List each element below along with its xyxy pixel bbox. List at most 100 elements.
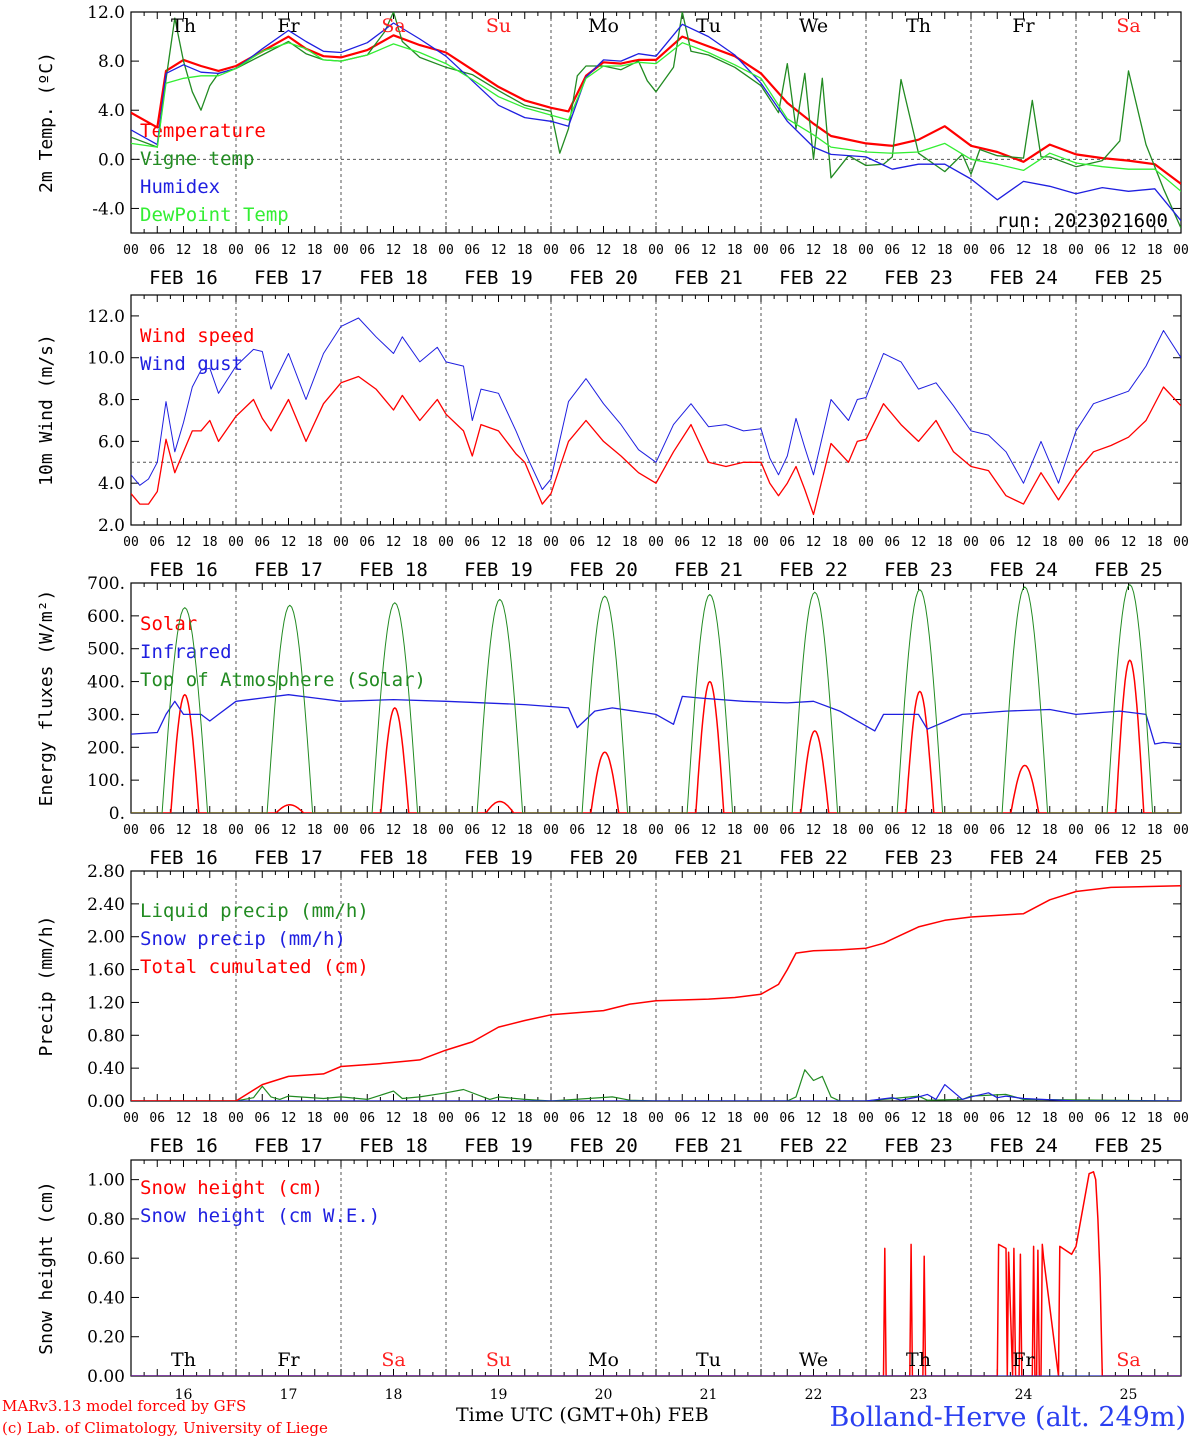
hour-tick-label: 06 <box>464 535 480 550</box>
date-label: FEB 19 <box>464 559 533 581</box>
hour-tick-label: 06 <box>674 243 690 258</box>
y-tick-label: 500. <box>87 640 125 660</box>
hour-tick-label: 12 <box>596 243 612 258</box>
hour-tick-label: 12 <box>386 823 402 838</box>
hour-tick-label: 12 <box>596 823 612 838</box>
hour-tick-label: 12 <box>386 243 402 258</box>
hour-tick-label: 00 <box>963 243 979 258</box>
hour-tick-label: 18 <box>307 535 323 550</box>
hour-tick-label: 06 <box>569 243 585 258</box>
y-tick-label: 0.60 <box>87 1249 125 1269</box>
date-label: FEB 25 <box>1094 847 1163 869</box>
hour-tick-label: 06 <box>464 243 480 258</box>
legend-top-of-atmosphere-solar: Top of Atmosphere (Solar) <box>140 669 426 691</box>
y-tick-label: 0.40 <box>87 1059 125 1079</box>
series-solar <box>131 659 1181 813</box>
hour-tick-label: 06 <box>1094 535 1110 550</box>
date-label: FEB 23 <box>884 559 953 581</box>
legend-infrared: Infrared <box>140 641 232 663</box>
y-tick-label: 0.0 <box>98 150 125 170</box>
hour-tick-label: 00 <box>333 243 349 258</box>
hour-tick-label: 12 <box>806 1111 822 1126</box>
legend-liquid-precip-mm-h: Liquid precip (mm/h) <box>140 900 369 922</box>
hour-tick-label: 06 <box>989 1111 1005 1126</box>
hour-tick-label: 00 <box>963 535 979 550</box>
date-label: FEB 21 <box>674 267 743 289</box>
hour-tick-label: 00 <box>333 823 349 838</box>
panel-energy: 700. 600. 500. 400. 300. 200. 100. 0. Energy flu… <box>36 574 1189 869</box>
date-label: FEB 17 <box>254 559 323 581</box>
weekday-label: Sa <box>1116 15 1140 37</box>
date-label: FEB 16 <box>149 559 218 581</box>
date-label: FEB 20 <box>569 559 638 581</box>
hour-tick-label: 18 <box>412 535 428 550</box>
weekday-label: We <box>799 15 828 37</box>
hour-tick-label: 18 <box>727 823 743 838</box>
hour-tick-label: 18 <box>202 1111 218 1126</box>
weekday-label: Mo <box>588 1349 619 1371</box>
hour-tick-label: 18 <box>1042 823 1058 838</box>
hour-tick-label: 18 <box>412 1111 428 1126</box>
hour-tick-label: 00 <box>333 1111 349 1126</box>
hour-tick-label: 06 <box>674 1111 690 1126</box>
y-tick-label: 6.0 <box>98 432 125 452</box>
hour-tick-label: 06 <box>359 823 375 838</box>
hour-tick-label: 00 <box>1173 243 1189 258</box>
hour-tick-label: 06 <box>254 535 270 550</box>
series-snow-precip-mm-h <box>131 1084 1181 1101</box>
hour-tick-label: 00 <box>648 243 664 258</box>
series-snow-height-cm <box>131 1171 1181 1376</box>
day-number-label: 19 <box>490 1387 508 1403</box>
hour-tick-label: 12 <box>491 535 507 550</box>
hour-tick-label: 18 <box>412 823 428 838</box>
legend-temperature: Temperature <box>140 120 266 142</box>
hour-tick-label: 00 <box>543 1111 559 1126</box>
date-label: FEB 20 <box>569 267 638 289</box>
hour-tick-label: 06 <box>569 535 585 550</box>
date-label: FEB 18 <box>359 267 428 289</box>
hour-tick-label: 06 <box>464 823 480 838</box>
hour-tick-label: 18 <box>832 243 848 258</box>
weekday-label: Fr <box>277 15 300 37</box>
hour-tick-label: 12 <box>596 1111 612 1126</box>
hour-tick-label: 12 <box>911 535 927 550</box>
date-label: FEB 22 <box>779 1135 848 1157</box>
date-label: FEB 18 <box>359 1135 428 1157</box>
hour-tick-label: 00 <box>1068 535 1084 550</box>
date-label: FEB 21 <box>674 559 743 581</box>
y-tick-label: 0.00 <box>87 1092 125 1112</box>
hour-tick-label: 00 <box>753 535 769 550</box>
hour-tick-label: 18 <box>202 535 218 550</box>
hour-tick-label: 12 <box>386 1111 402 1126</box>
hour-tick-label: 00 <box>438 243 454 258</box>
hour-tick-label: 18 <box>517 243 533 258</box>
date-label: FEB 23 <box>884 1135 953 1157</box>
hour-tick-label: 12 <box>176 1111 192 1126</box>
hour-tick-label: 18 <box>622 823 638 838</box>
hour-tick-label: 06 <box>779 1111 795 1126</box>
date-label: FEB 21 <box>674 1135 743 1157</box>
weekday-label: Sa <box>381 15 405 37</box>
hour-tick-label: 06 <box>464 1111 480 1126</box>
y-tick-label: 2.0 <box>98 516 125 536</box>
hour-tick-label: 18 <box>937 823 953 838</box>
legend-wind-speed: Wind speed <box>140 325 254 347</box>
weekday-label: Th <box>906 15 931 37</box>
y-tick-label: 12.0 <box>87 3 125 23</box>
hour-tick-label: 06 <box>569 823 585 838</box>
hour-tick-label: 00 <box>858 243 874 258</box>
day-number-label: 23 <box>910 1387 928 1403</box>
panel-snow: 1.00 0.80 0.60 0.40 0.20 0.00 Snow height (cm)… <box>36 1159 1182 1403</box>
hour-tick-label: 06 <box>254 1111 270 1126</box>
y-tick-label: 0. <box>109 804 125 824</box>
weekday-label: Mo <box>588 15 619 37</box>
y-tick-label: -4.0 <box>92 199 125 219</box>
legend-snow-precip-mm-h: Snow precip (mm/h) <box>140 928 346 950</box>
y-tick-label: 600. <box>87 607 125 627</box>
date-label: FEB 24 <box>989 847 1058 869</box>
hour-tick-label: 06 <box>254 243 270 258</box>
hour-tick-label: 00 <box>228 535 244 550</box>
date-label: FEB 20 <box>569 1135 638 1157</box>
date-label: FEB 24 <box>989 1135 1058 1157</box>
